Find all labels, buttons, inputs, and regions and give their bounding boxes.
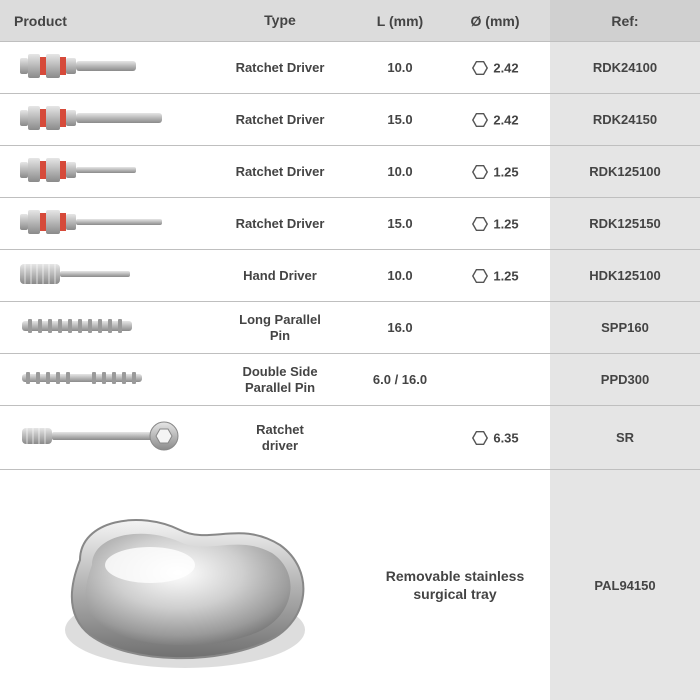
product-image (0, 94, 200, 145)
length-cell: 15.0 (360, 106, 440, 133)
tray-ref: PAL94150 (550, 470, 700, 700)
hex-icon (471, 267, 489, 285)
diameter-value: 1.25 (493, 216, 518, 231)
length-cell: 10.0 (360, 158, 440, 185)
diameter-value: 2.42 (493, 112, 518, 127)
col-diameter: Ø (mm) (440, 7, 550, 35)
type-cell: Ratchet Driver (200, 54, 360, 82)
tool-icon (14, 152, 184, 191)
table-row: Ratchetdriver 6.35 SR (0, 406, 700, 470)
hex-icon (471, 215, 489, 233)
product-image (0, 42, 200, 93)
tool-icon (14, 100, 184, 139)
tool-icon (14, 48, 184, 87)
col-product: Product (0, 7, 200, 35)
table-row: Ratchet Driver 10.0 1.25 RDK125100 (0, 146, 700, 198)
col-length: L (mm) (360, 7, 440, 35)
hex-icon (471, 429, 489, 447)
diameter-cell: 2.42 (440, 105, 550, 135)
table-row: Ratchet Driver 10.0 2.42 RDK24100 (0, 42, 700, 94)
ref-cell: RDK24100 (550, 42, 700, 93)
diameter-cell: 6.35 (440, 423, 550, 453)
table-header-row: Product Type L (mm) Ø (mm) Ref: (0, 0, 700, 42)
diameter-cell: 1.25 (440, 209, 550, 239)
type-cell: Ratchet Driver (200, 106, 360, 134)
diameter-cell: 1.25 (440, 157, 550, 187)
type-cell: Ratchetdriver (200, 416, 360, 459)
type-cell: Ratchet Driver (200, 158, 360, 186)
hex-icon (471, 163, 489, 181)
surgical-tray-icon (30, 490, 330, 680)
hex-icon (471, 111, 489, 129)
col-type: Type (200, 6, 360, 35)
product-image (0, 250, 200, 301)
ref-cell: HDK125100 (550, 250, 700, 301)
length-cell: 10.0 (360, 262, 440, 289)
tray-row: Removable stainless surgical tray PAL941… (0, 470, 700, 700)
table-row: Ratchet Driver 15.0 1.25 RDK125150 (0, 198, 700, 250)
col-ref: Ref: (550, 0, 700, 41)
ref-cell: SPP160 (550, 302, 700, 353)
diameter-value: 2.42 (493, 60, 518, 75)
product-image (0, 146, 200, 197)
tray-image (0, 490, 360, 680)
tray-label: Removable stainless surgical tray (360, 567, 550, 603)
table-row: Ratchet Driver 15.0 2.42 RDK24150 (0, 94, 700, 146)
tool-icon (14, 256, 184, 295)
diameter-value: 6.35 (493, 430, 518, 445)
diameter-value: 1.25 (493, 164, 518, 179)
length-cell: 10.0 (360, 54, 440, 81)
length-cell: 6.0 / 16.0 (360, 366, 440, 393)
product-image (0, 354, 200, 405)
ref-cell: PPD300 (550, 354, 700, 405)
diameter-cell (440, 374, 550, 386)
length-cell (360, 432, 440, 444)
length-cell: 15.0 (360, 210, 440, 237)
tool-icon (14, 360, 184, 399)
tool-icon (14, 412, 184, 463)
product-image (0, 198, 200, 249)
diameter-cell (440, 322, 550, 334)
product-image (0, 406, 200, 469)
ref-cell: RDK125150 (550, 198, 700, 249)
length-cell: 16.0 (360, 314, 440, 341)
ref-cell: RDK24150 (550, 94, 700, 145)
tool-icon (14, 204, 184, 243)
hex-icon (471, 59, 489, 77)
table-row: Long ParallelPin 16.0 SPP160 (0, 302, 700, 354)
table-row: Hand Driver 10.0 1.25 HDK125100 (0, 250, 700, 302)
table-row: Double SideParallel Pin 6.0 / 16.0 PPD30… (0, 354, 700, 406)
type-cell: Double SideParallel Pin (200, 358, 360, 401)
ref-cell: SR (550, 406, 700, 469)
tool-icon (14, 308, 184, 347)
ref-cell: RDK125100 (550, 146, 700, 197)
product-table: Product Type L (mm) Ø (mm) Ref: Ratchet … (0, 0, 700, 700)
diameter-cell: 2.42 (440, 53, 550, 83)
diameter-value: 1.25 (493, 268, 518, 283)
type-cell: Hand Driver (200, 262, 360, 290)
type-cell: Ratchet Driver (200, 210, 360, 238)
product-image (0, 302, 200, 353)
diameter-cell: 1.25 (440, 261, 550, 291)
type-cell: Long ParallelPin (200, 306, 360, 349)
